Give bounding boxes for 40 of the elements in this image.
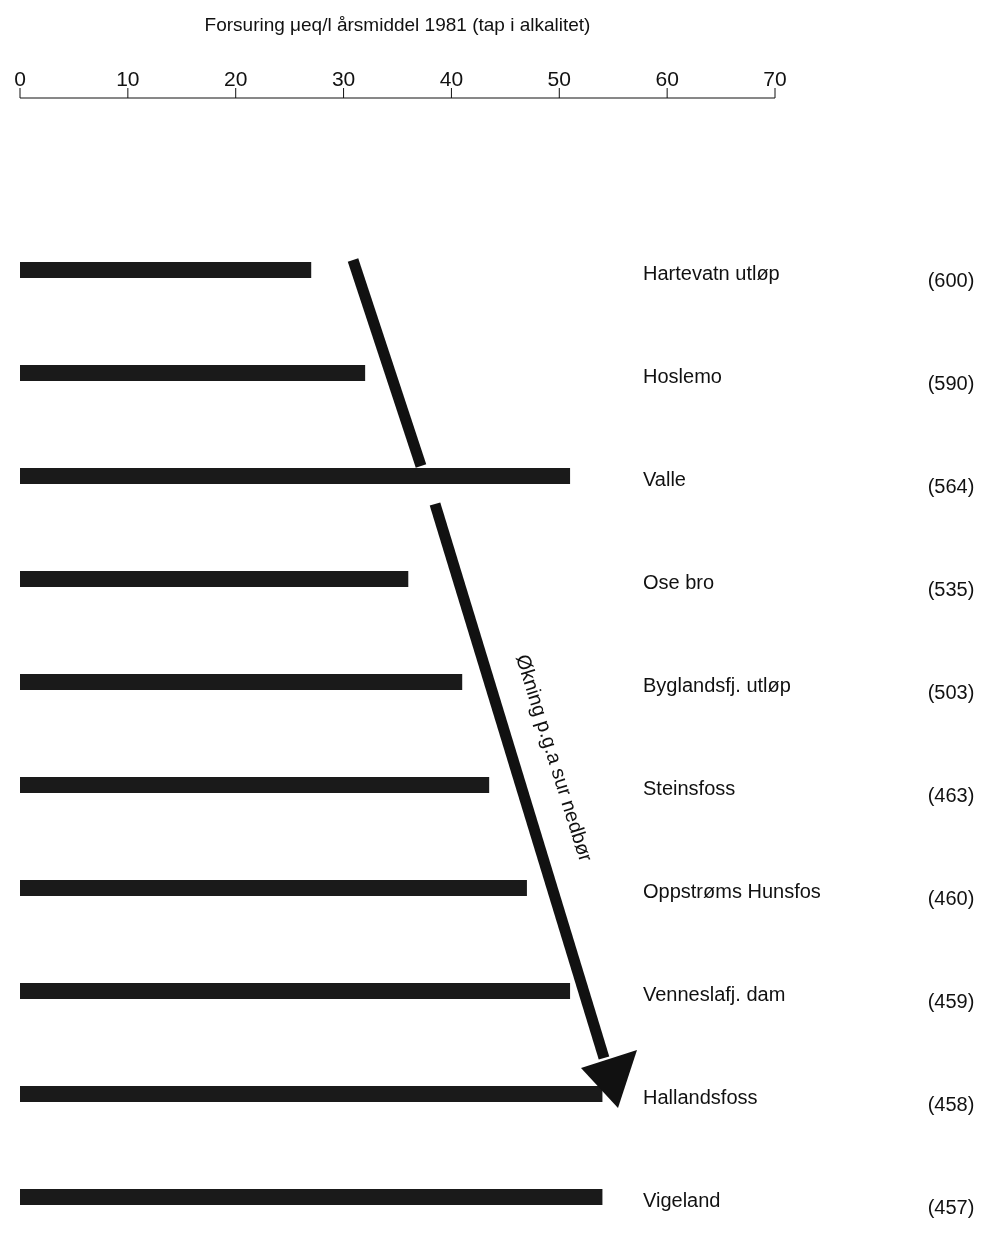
y-tick-label: Hartevatn utløp (643, 261, 780, 284)
y-tick-label: Byglandsfj. utløp (643, 673, 791, 696)
y-tick-label: Ose bro (643, 570, 715, 593)
x-tick-label: 30 (331, 67, 356, 90)
x-tick-label: 60 (655, 67, 679, 90)
bar (20, 674, 463, 690)
x-axis-title: Forsuring μeq/l årsmiddel 1981 (tap i alkalitet) (204, 14, 591, 36)
x-tick-label: 0 (14, 67, 26, 90)
x-tick-label: 50 (547, 67, 571, 90)
text: (458) (927, 1092, 975, 1115)
bar (20, 468, 571, 484)
bar (20, 1086, 603, 1102)
bar (20, 880, 527, 896)
text: (600) (927, 268, 975, 291)
bar (20, 1189, 603, 1205)
y-tick-label: Hallandsfoss (643, 1085, 758, 1108)
text: (457) (927, 1195, 975, 1218)
annotation: Økning p.g.a sur nedbør (511, 651, 598, 865)
x-tick-label: 70 (763, 67, 787, 90)
x-tick-label: 40 (439, 67, 464, 90)
y-tick-label: Steinsfoss (643, 776, 736, 799)
y-tick-label: Oppstrøms Hunsfos (643, 879, 821, 902)
bar (20, 777, 490, 793)
bar (20, 571, 409, 587)
bar (20, 983, 571, 999)
x-tick-label: 20 (224, 67, 248, 90)
y-tick-label: Venneslafj. dam (643, 982, 786, 1005)
bar (20, 262, 312, 278)
x-tick-label: 10 (116, 67, 140, 90)
y-tick-label: Hoslemo (643, 364, 722, 387)
text: (463) (927, 783, 975, 806)
text: (460) (927, 886, 975, 909)
text: (459) (927, 989, 975, 1012)
y-tick-label: Vigeland (643, 1188, 721, 1211)
text: (535) (927, 577, 975, 600)
text: (503) (927, 680, 975, 703)
text: (564) (927, 474, 975, 497)
text: (590) (927, 371, 975, 394)
bar (20, 365, 366, 381)
y-tick-label: Valle (643, 467, 686, 490)
